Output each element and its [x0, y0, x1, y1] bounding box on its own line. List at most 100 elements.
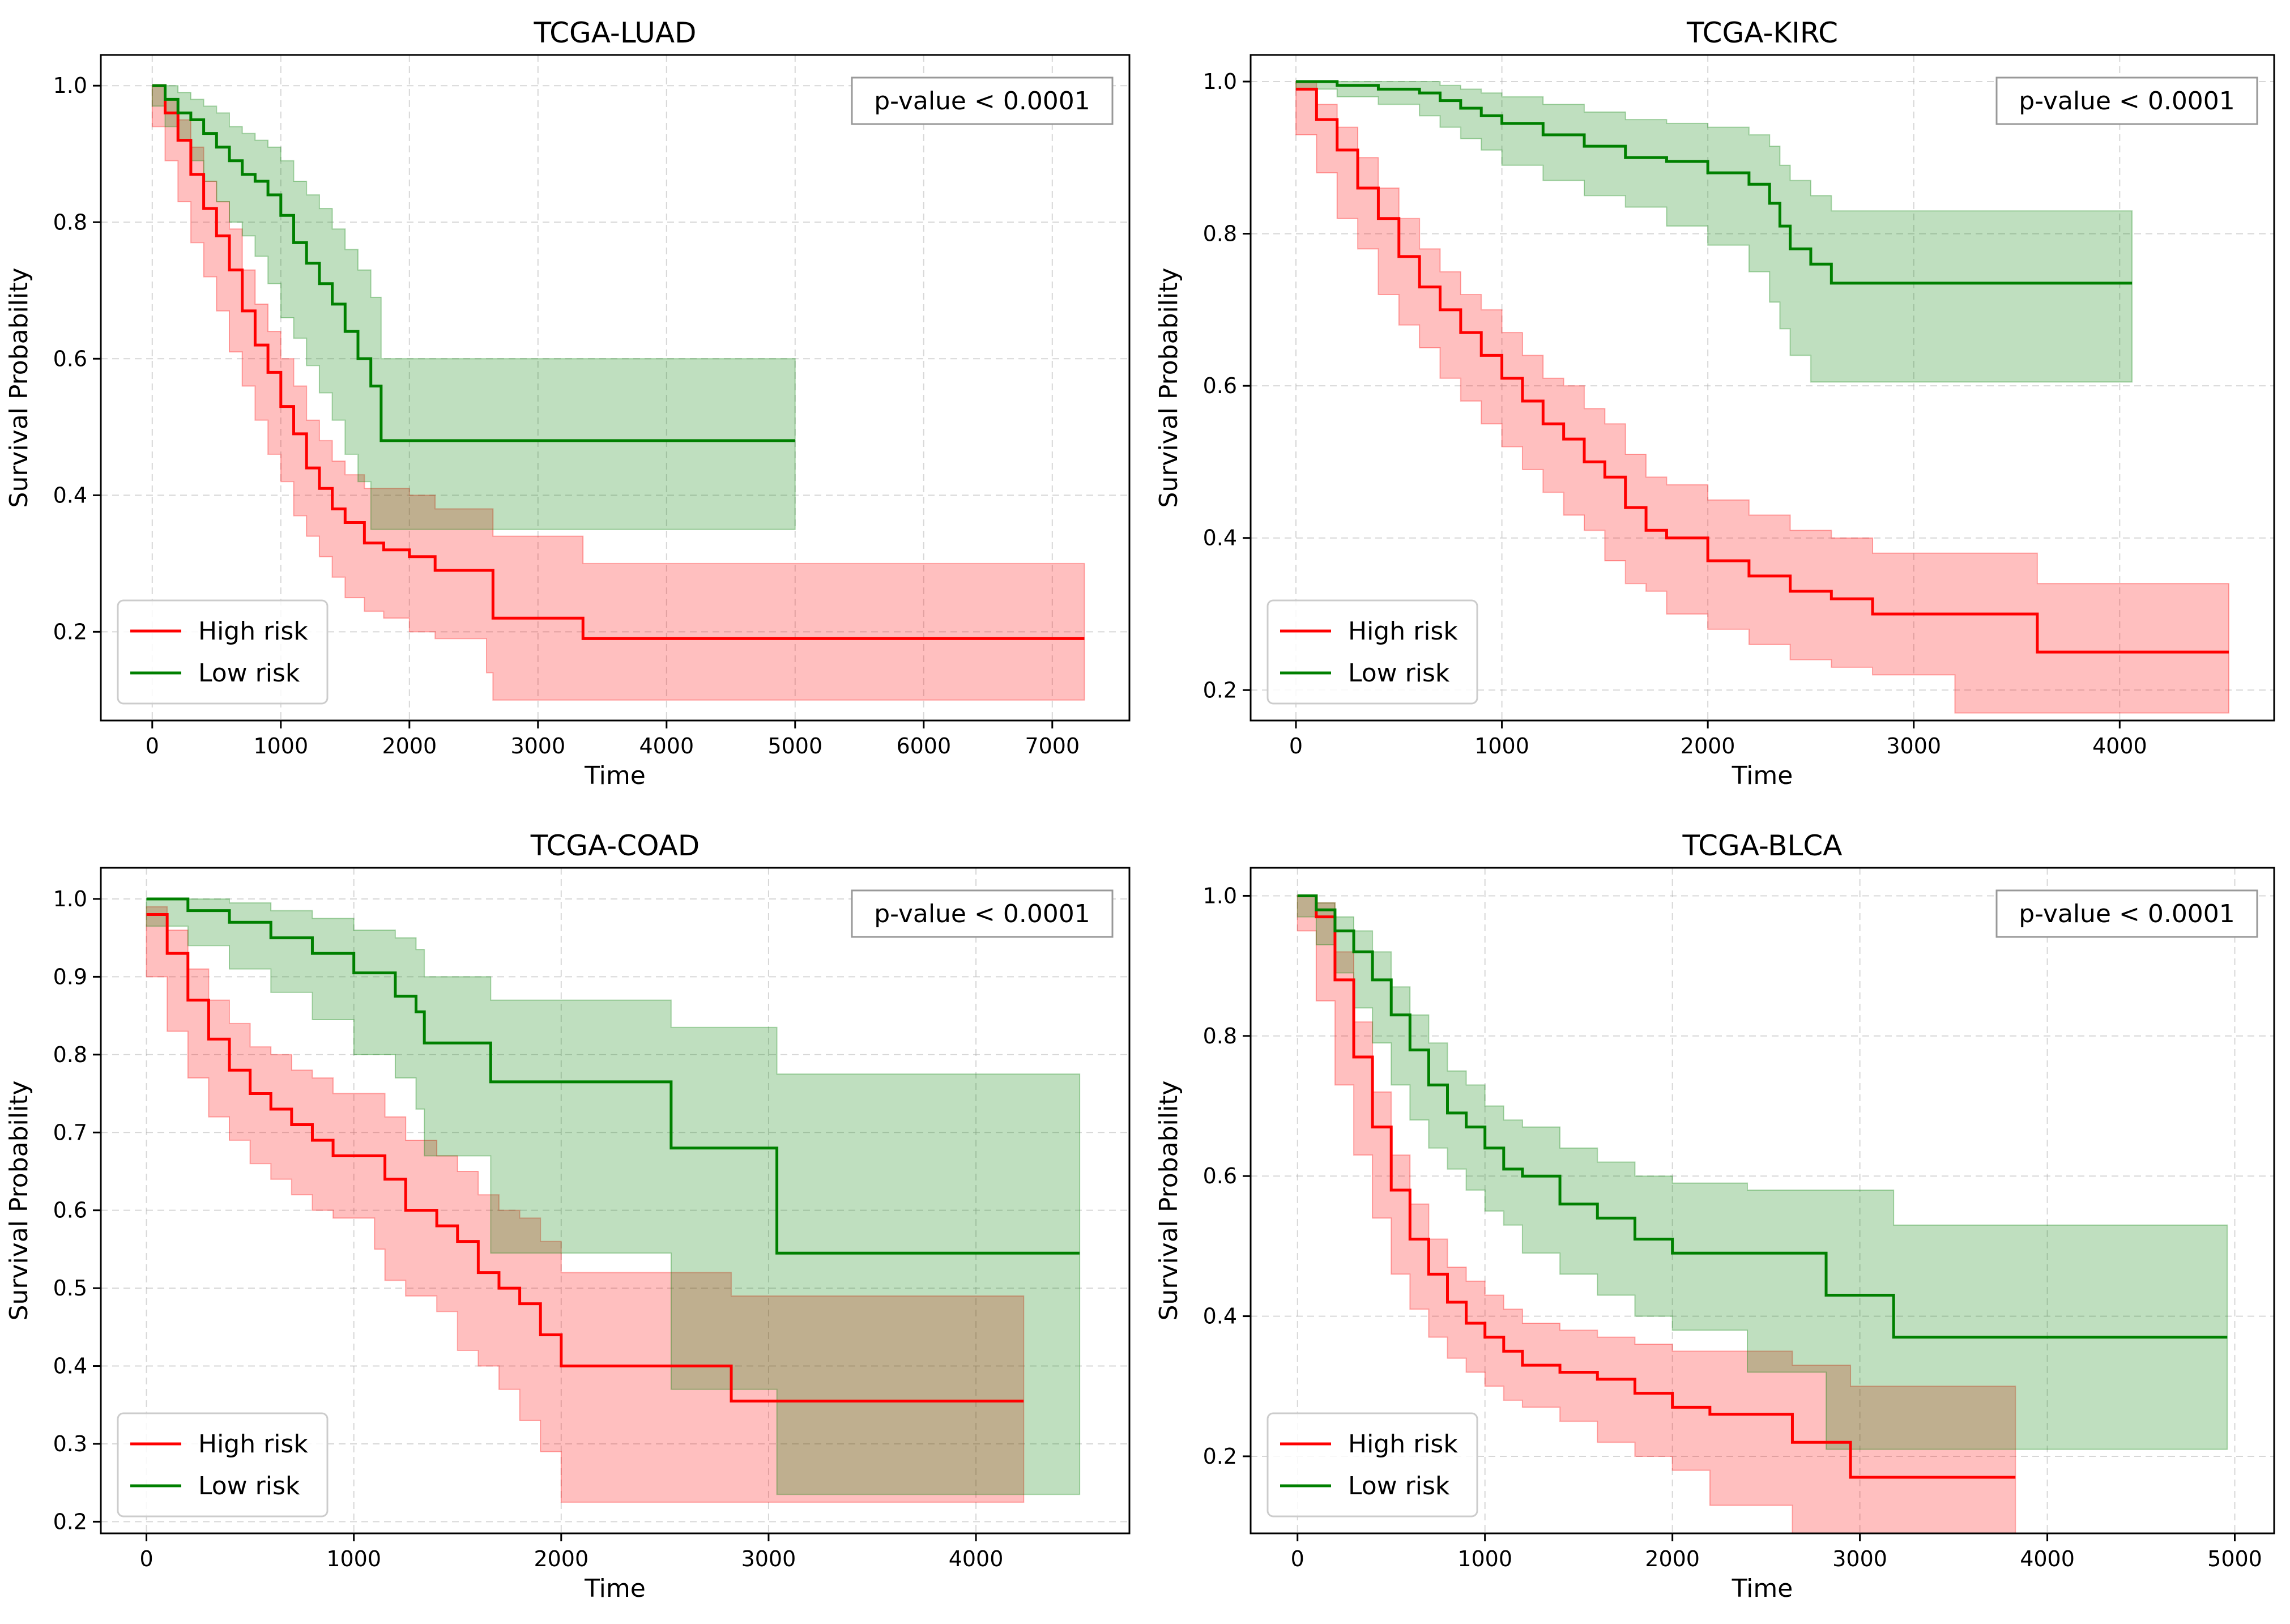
x-axis-label: Time [1732, 1574, 1793, 1603]
legend: High risk Low risk [117, 1412, 329, 1518]
legend-label-low-risk: Low risk [1348, 659, 1450, 688]
y-tick-label: 0.4 [1203, 1304, 1237, 1329]
p-value-text: p-value < 0.0001 [2019, 87, 2235, 116]
x-tick-label: 4000 [2020, 1546, 2075, 1571]
km-curve-low-risk [1295, 80, 2133, 285]
y-tick-label: 1.0 [1203, 69, 1237, 94]
legend: High risk Low risk [1266, 599, 1478, 705]
legend-label-low-risk: Low risk [1348, 1472, 1450, 1501]
y-tick-label: 0.2 [1203, 1444, 1237, 1469]
y-tick-label: 1.0 [53, 73, 87, 98]
p-value-box [851, 76, 1114, 125]
km-curve-high-risk [152, 84, 1085, 640]
plot-area [151, 84, 1085, 701]
ci-band-high-risk [146, 906, 1025, 1503]
y-axis-label: Survival Probability [5, 1081, 33, 1321]
legend: High risk Low risk [117, 599, 329, 705]
y-tick-label: 0.4 [1203, 526, 1237, 551]
y-tick-label: 0.9 [53, 964, 87, 989]
y-tick-label: 1.0 [53, 886, 87, 911]
y-tick-label: 0.6 [1203, 1163, 1237, 1188]
km-curve-low-risk [146, 897, 1080, 1255]
p-value-text: p-value < 0.0001 [2019, 900, 2235, 928]
ci-band-high-risk [1297, 895, 2016, 1533]
x-tick-label: 0 [146, 734, 159, 758]
x-axis-label: Time [584, 1574, 646, 1603]
x-tick-label: 4000 [2092, 734, 2147, 758]
x-tick-label: 5000 [767, 734, 822, 758]
y-tick-label: 0.8 [1203, 221, 1237, 246]
axes-frame [1250, 867, 2275, 1535]
legend-label-low-risk: Low risk [198, 1472, 300, 1501]
chart-title: TCGA-KIRC [1686, 16, 1838, 49]
plot-area [146, 897, 1081, 1503]
x-tick-label: 1000 [326, 1546, 381, 1571]
y-tick-label: 0.3 [53, 1431, 87, 1456]
y-axis-label: Survival Probability [5, 268, 33, 508]
y-tick-label: 0.8 [53, 1042, 87, 1067]
legend-box [1266, 599, 1478, 705]
legend-box [117, 599, 329, 705]
km-curve-high-risk [1297, 894, 2016, 1479]
p-value-text: p-value < 0.0001 [874, 900, 1090, 928]
km-curve-high-risk [1295, 87, 2229, 654]
legend-label-high-risk: High risk [1348, 1430, 1458, 1459]
p-value-box [1995, 889, 2258, 938]
y-tick-label: 0.4 [53, 483, 87, 508]
legend-label-low-risk: Low risk [198, 659, 300, 688]
x-tick-label: 4000 [639, 734, 694, 758]
axes-frame [1250, 54, 2275, 722]
x-axis-label: Time [584, 761, 646, 790]
y-tick-label: 0.8 [1203, 1024, 1237, 1048]
panel-tcga-luad: 0 1000 2000 3000 4000 5000 6000 7000 0.2 0.4 0.6 0.… [5, 16, 1131, 790]
y-tick-label: 0.8 [53, 210, 87, 235]
axes-frame [100, 54, 1131, 722]
p-value-annotation: p-value < 0.0001 [851, 889, 1114, 938]
p-value-box [851, 889, 1114, 938]
plot-area [1297, 894, 2228, 1533]
ci-band-high-risk [1295, 81, 2230, 714]
x-tick-label: 1000 [253, 734, 308, 758]
p-value-annotation: p-value < 0.0001 [1995, 889, 2258, 938]
legend-label-high-risk: High risk [198, 1430, 308, 1459]
x-tick-label: 2000 [534, 1546, 589, 1571]
x-tick-label: 3000 [510, 734, 565, 758]
y-tick-label: 0.6 [53, 1198, 87, 1223]
x-tick-label: 1000 [1457, 1546, 1512, 1571]
x-tick-label: 0 [139, 1546, 153, 1571]
y-tick-label: 1.0 [1203, 883, 1237, 908]
y-tick-label: 0.4 [53, 1354, 87, 1379]
x-tick-label: 5000 [2207, 1546, 2262, 1571]
ci-band-high-risk [151, 85, 1085, 701]
panel-tcga-blca: 0 1000 2000 3000 4000 5000 0.2 0.4 0.6 0.8 1.0 TCGA… [1154, 829, 2275, 1603]
y-tick-label: 0.5 [53, 1276, 87, 1301]
x-tick-label: 7000 [1025, 734, 1080, 758]
grid [101, 55, 1129, 721]
chart-title: TCGA-BLCA [1682, 829, 1843, 862]
chart-title: TCGA-COAD [530, 829, 700, 862]
panel-tcga-coad: 0 1000 2000 3000 4000 0.2 0.3 0.4 0.5 0.6 0.7 0.8 0.… [5, 829, 1131, 1603]
y-tick-label: 0.6 [53, 346, 87, 371]
x-tick-label: 4000 [949, 1546, 1004, 1571]
y-tick-label: 0.2 [53, 1509, 87, 1534]
km-curve-low-risk [1297, 894, 2228, 1339]
x-tick-label: 3000 [1832, 1546, 1887, 1571]
legend-box [117, 1412, 329, 1518]
y-axis-label: Survival Probability [1154, 268, 1183, 508]
km-curve-low-risk [152, 84, 795, 442]
axes-frame [100, 867, 1131, 1535]
x-tick-label: 1000 [1474, 734, 1529, 758]
x-axis-label: Time [1732, 761, 1793, 790]
x-tick-label: 3000 [1886, 734, 1941, 758]
km-curve-high-risk [146, 913, 1024, 1403]
y-tick-label: 0.2 [1203, 677, 1237, 702]
ci-band-low-risk [146, 898, 1081, 1495]
ci-band-low-risk [151, 85, 796, 530]
panel-tcga-kirc: 0 1000 2000 3000 4000 0.2 0.4 0.6 0.8 1.0 TCGA-KIR… [1154, 16, 2275, 790]
x-tick-label: 2000 [1645, 1546, 1700, 1571]
y-tick-label: 0.7 [53, 1120, 87, 1145]
chart-title: TCGA-LUAD [533, 16, 696, 49]
p-value-annotation: p-value < 0.0001 [851, 76, 1114, 125]
x-tick-label: 2000 [1681, 734, 1735, 758]
